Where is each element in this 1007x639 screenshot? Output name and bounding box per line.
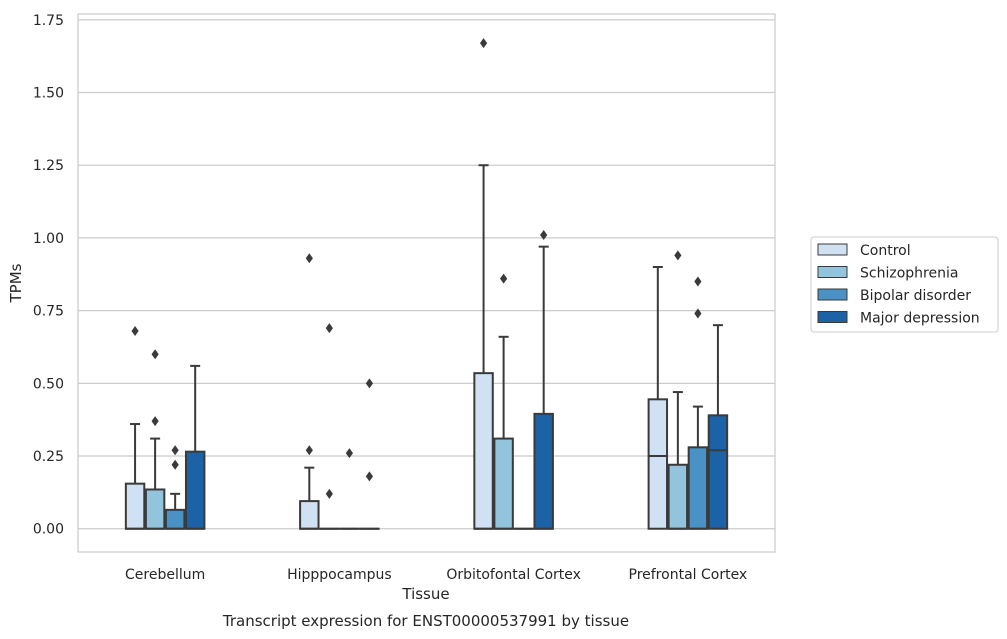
x-axis-label: Tissue — [401, 585, 449, 603]
outlier-point — [540, 230, 548, 241]
outlier-point — [674, 250, 682, 261]
box-2-1 — [493, 273, 514, 530]
legend-label: Major depression — [860, 311, 980, 327]
legend-frame — [810, 236, 999, 333]
outlier-point — [151, 349, 159, 360]
box-body — [473, 372, 494, 530]
box-0-1 — [144, 349, 166, 530]
box-body — [707, 414, 729, 530]
outlier-point — [365, 378, 374, 389]
box-body — [493, 437, 514, 530]
legend: Control Schizophrenia Bipolar disorder Majo… — [810, 236, 999, 333]
y-tick-label: 0.50 — [33, 376, 64, 392]
box-1-2 — [339, 448, 360, 530]
box-2-0 — [473, 38, 494, 530]
box-body — [299, 500, 320, 530]
legend-label: Bipolar disorder — [860, 288, 971, 304]
grid-lines — [78, 19, 775, 530]
x-tick-label: Prefrontal Cortex — [629, 567, 748, 583]
box-body — [667, 463, 689, 530]
outlier-point — [325, 488, 333, 499]
legend-label: Control — [860, 243, 911, 259]
outlier-point — [479, 38, 488, 49]
chart-title: Transcript expression for ENST0000053799… — [222, 612, 629, 630]
box-body — [124, 482, 146, 530]
y-axis-ticks: 0.00 0.25 0.50 0.75 1.00 1.25 1.50 1.75 — [33, 13, 64, 538]
box-body — [687, 446, 709, 530]
outlier-point — [694, 276, 702, 287]
box-1-1 — [319, 323, 340, 530]
box-3-3 — [707, 324, 729, 530]
box-3-0 — [647, 266, 669, 530]
box-body — [164, 508, 186, 530]
box-3-1 — [667, 250, 689, 530]
y-tick-label: 1.25 — [33, 158, 64, 174]
x-tick-label: Hipppocampus — [287, 567, 392, 583]
box-1-3 — [359, 378, 380, 530]
box-0-2 — [164, 445, 186, 530]
y-axis-label: TPMs — [7, 263, 25, 303]
outlier-point — [365, 471, 374, 482]
outlier-point — [171, 459, 179, 470]
outlier-point — [694, 308, 702, 319]
x-tick-label: Orbitofontal Cortex — [446, 567, 581, 583]
y-tick-label: 0.25 — [33, 449, 64, 465]
outlier-point — [305, 445, 313, 456]
legend-swatch — [817, 311, 848, 323]
box-1-0 — [299, 253, 320, 530]
x-tick-label: Cerebellum — [125, 567, 205, 583]
outlier-point — [500, 273, 508, 284]
y-tick-label: 0.00 — [33, 522, 64, 538]
outlier-point — [325, 323, 333, 334]
outlier-point — [305, 253, 313, 264]
box-plot-marks — [124, 38, 729, 530]
box-3-2 — [687, 276, 709, 530]
outlier-point — [171, 445, 179, 456]
outlier-point — [151, 416, 159, 427]
box-body — [144, 488, 166, 530]
legend-swatch — [817, 243, 848, 256]
y-tick-label: 0.75 — [33, 304, 64, 320]
box-body — [184, 450, 206, 530]
outlier-point — [131, 325, 139, 336]
y-tick-label: 1.00 — [33, 231, 64, 247]
plot-area-frame — [77, 13, 776, 553]
legend-label: Schizophrenia — [860, 266, 958, 282]
x-axis-ticks: Cerebellum Hipppocampus Orbitofontal Corte… — [125, 567, 747, 583]
box-body — [533, 412, 554, 530]
box-body — [647, 398, 669, 530]
box-0-0 — [124, 325, 146, 530]
legend-swatch — [817, 288, 848, 301]
y-tick-label: 1.50 — [33, 86, 64, 102]
y-tick-label: 1.75 — [33, 13, 64, 29]
box-0-3 — [184, 364, 206, 530]
box-2-3 — [533, 230, 554, 530]
outlier-point — [345, 448, 353, 459]
legend-swatch — [817, 266, 848, 278]
